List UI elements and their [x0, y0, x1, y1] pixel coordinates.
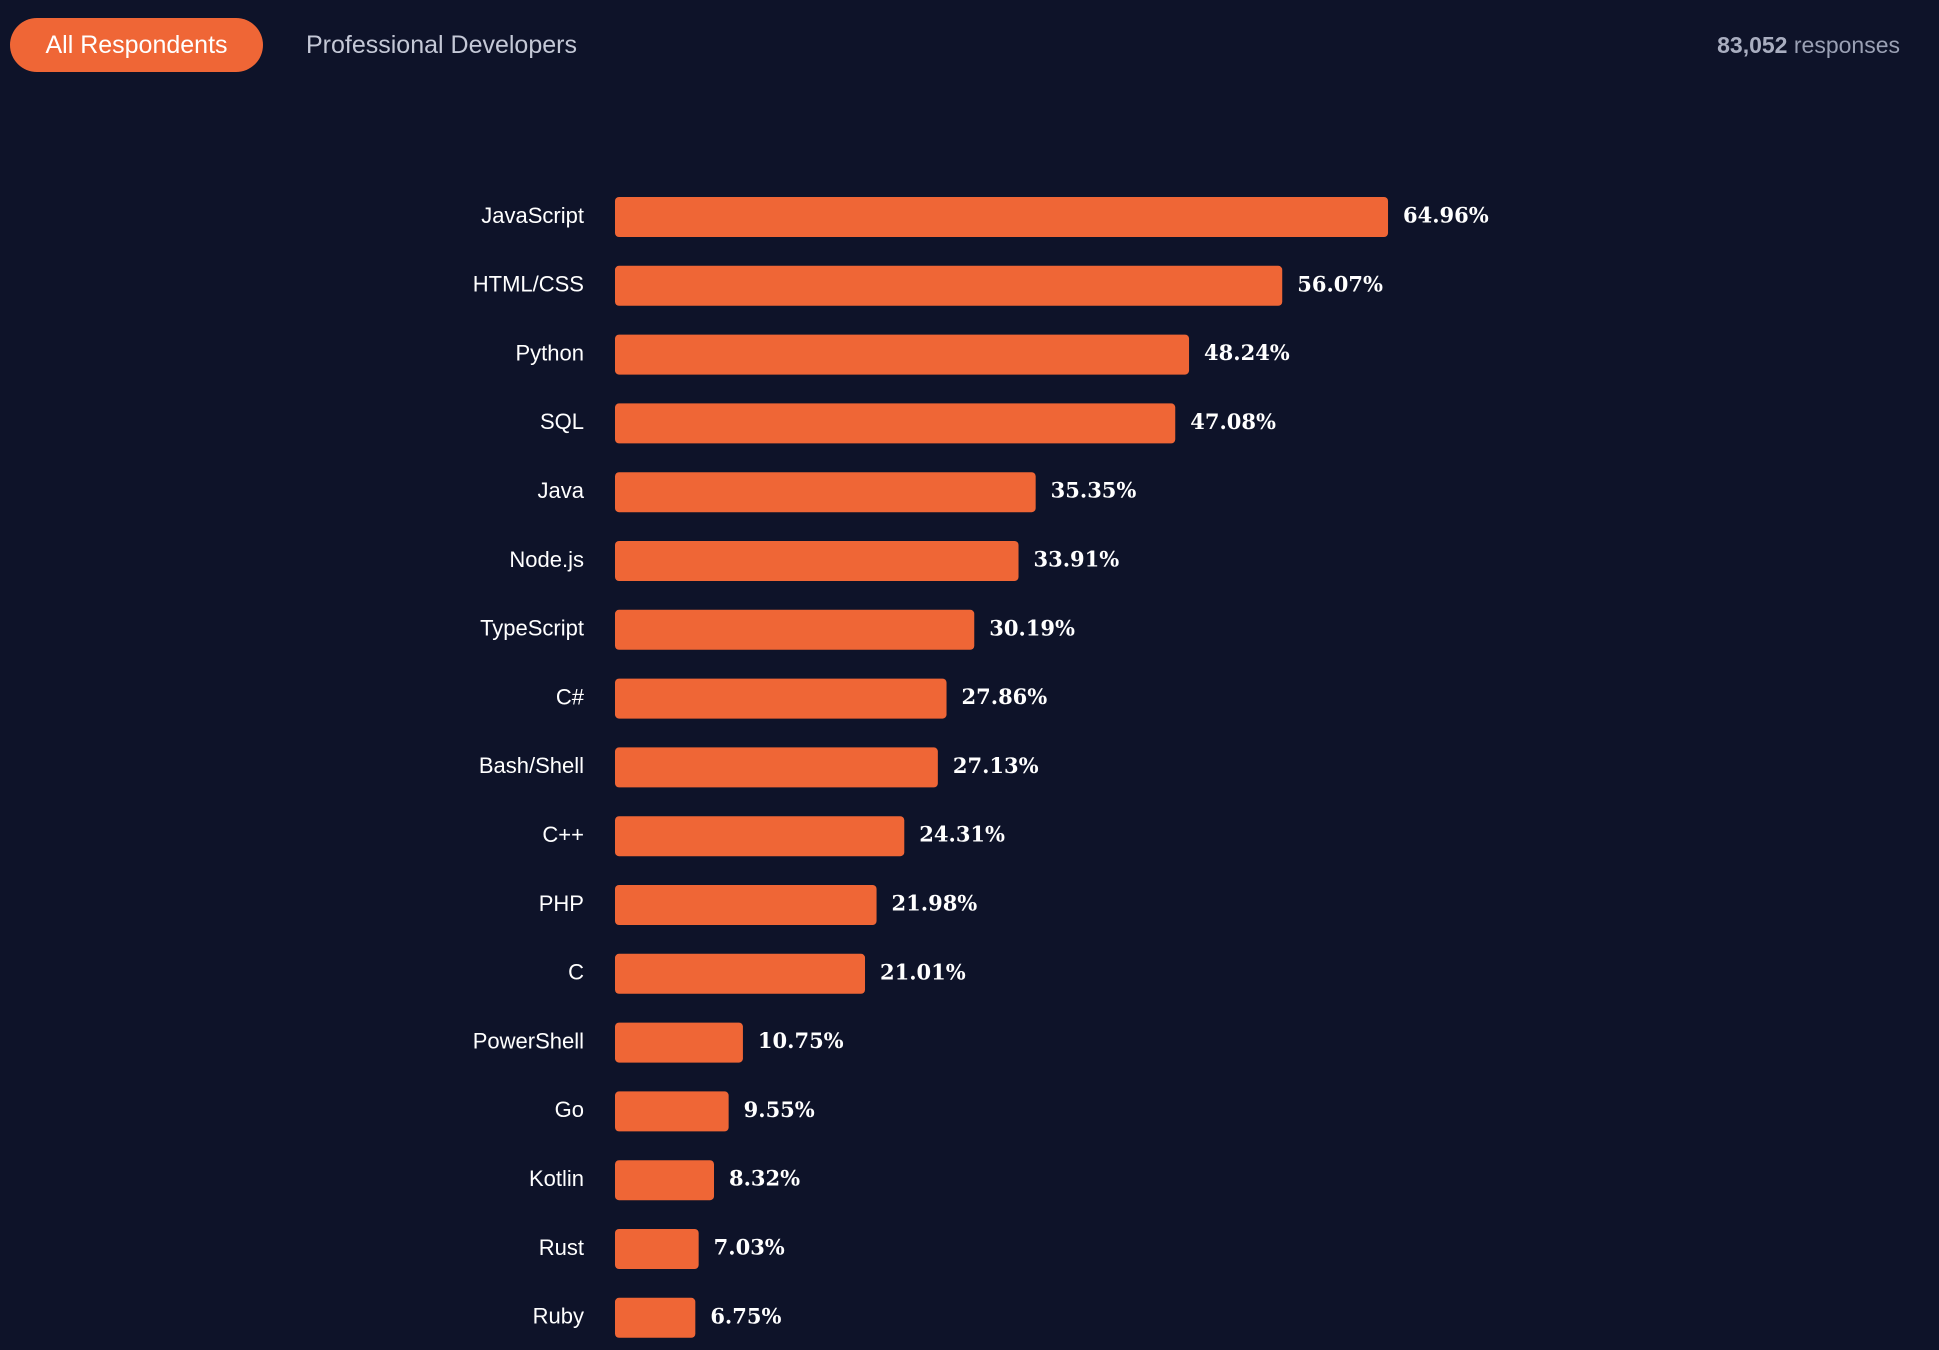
category-label: Python: [516, 340, 585, 365]
category-label: SQL: [540, 409, 584, 434]
bar[interactable]: [615, 816, 905, 857]
value-label: 47.08%: [1190, 409, 1276, 434]
value-label: 10.75%: [758, 1028, 844, 1053]
category-label: Kotlin: [529, 1166, 584, 1191]
bar[interactable]: [615, 1091, 729, 1132]
category-label: JavaScript: [481, 203, 584, 228]
value-label: 48.24%: [1204, 340, 1290, 365]
value-label: 33.91%: [1034, 547, 1120, 572]
bar[interactable]: [615, 334, 1190, 375]
tab-all-respondents[interactable]: All Respondents: [10, 18, 263, 72]
value-label: 9.55%: [744, 1097, 815, 1122]
category-label: C++: [542, 822, 584, 847]
bar[interactable]: [615, 541, 1019, 581]
bar[interactable]: [615, 197, 1389, 237]
value-label: 7.03%: [714, 1235, 785, 1260]
value-label: 35.35%: [1051, 478, 1137, 503]
category-label: TypeScript: [480, 616, 584, 641]
response-count-value: 83,052: [1717, 32, 1788, 58]
category-label: PHP: [539, 891, 584, 916]
value-label: 27.86%: [962, 684, 1048, 709]
bar[interactable]: [615, 747, 938, 788]
category-label: C: [568, 960, 584, 985]
tab-professional-developers[interactable]: Professional Developers: [306, 31, 577, 59]
bar[interactable]: [615, 678, 947, 719]
category-label: PowerShell: [473, 1028, 584, 1053]
bar[interactable]: [615, 1160, 715, 1201]
value-label: 27.13%: [953, 753, 1039, 778]
category-label: Go: [555, 1097, 584, 1122]
category-label: Ruby: [533, 1304, 584, 1329]
value-label: 6.75%: [710, 1303, 781, 1328]
bar[interactable]: [615, 953, 866, 994]
value-label: 30.19%: [989, 615, 1075, 640]
response-count-suffix: responses: [1793, 32, 1900, 58]
response-count: 83,052 responses: [1717, 18, 1900, 72]
bar[interactable]: [615, 403, 1176, 444]
category-label: HTML/CSS: [473, 272, 584, 297]
value-label: 24.31%: [919, 822, 1005, 847]
category-label: Java: [538, 478, 585, 503]
value-label: 56.07%: [1297, 271, 1383, 296]
bar[interactable]: [615, 472, 1036, 513]
bar[interactable]: [615, 1229, 699, 1269]
bar[interactable]: [615, 265, 1283, 306]
bar[interactable]: [615, 1297, 696, 1338]
value-label: 21.01%: [880, 959, 966, 984]
category-label: Bash/Shell: [479, 753, 584, 778]
category-label: Rust: [539, 1235, 584, 1260]
bar[interactable]: [615, 885, 877, 925]
category-label: C#: [556, 684, 585, 709]
category-label: Node.js: [509, 547, 584, 572]
bar[interactable]: [615, 609, 975, 650]
value-label: 64.96%: [1403, 203, 1489, 228]
bar[interactable]: [615, 1022, 743, 1063]
value-label: 8.32%: [729, 1166, 800, 1191]
value-label: 21.98%: [892, 891, 978, 916]
